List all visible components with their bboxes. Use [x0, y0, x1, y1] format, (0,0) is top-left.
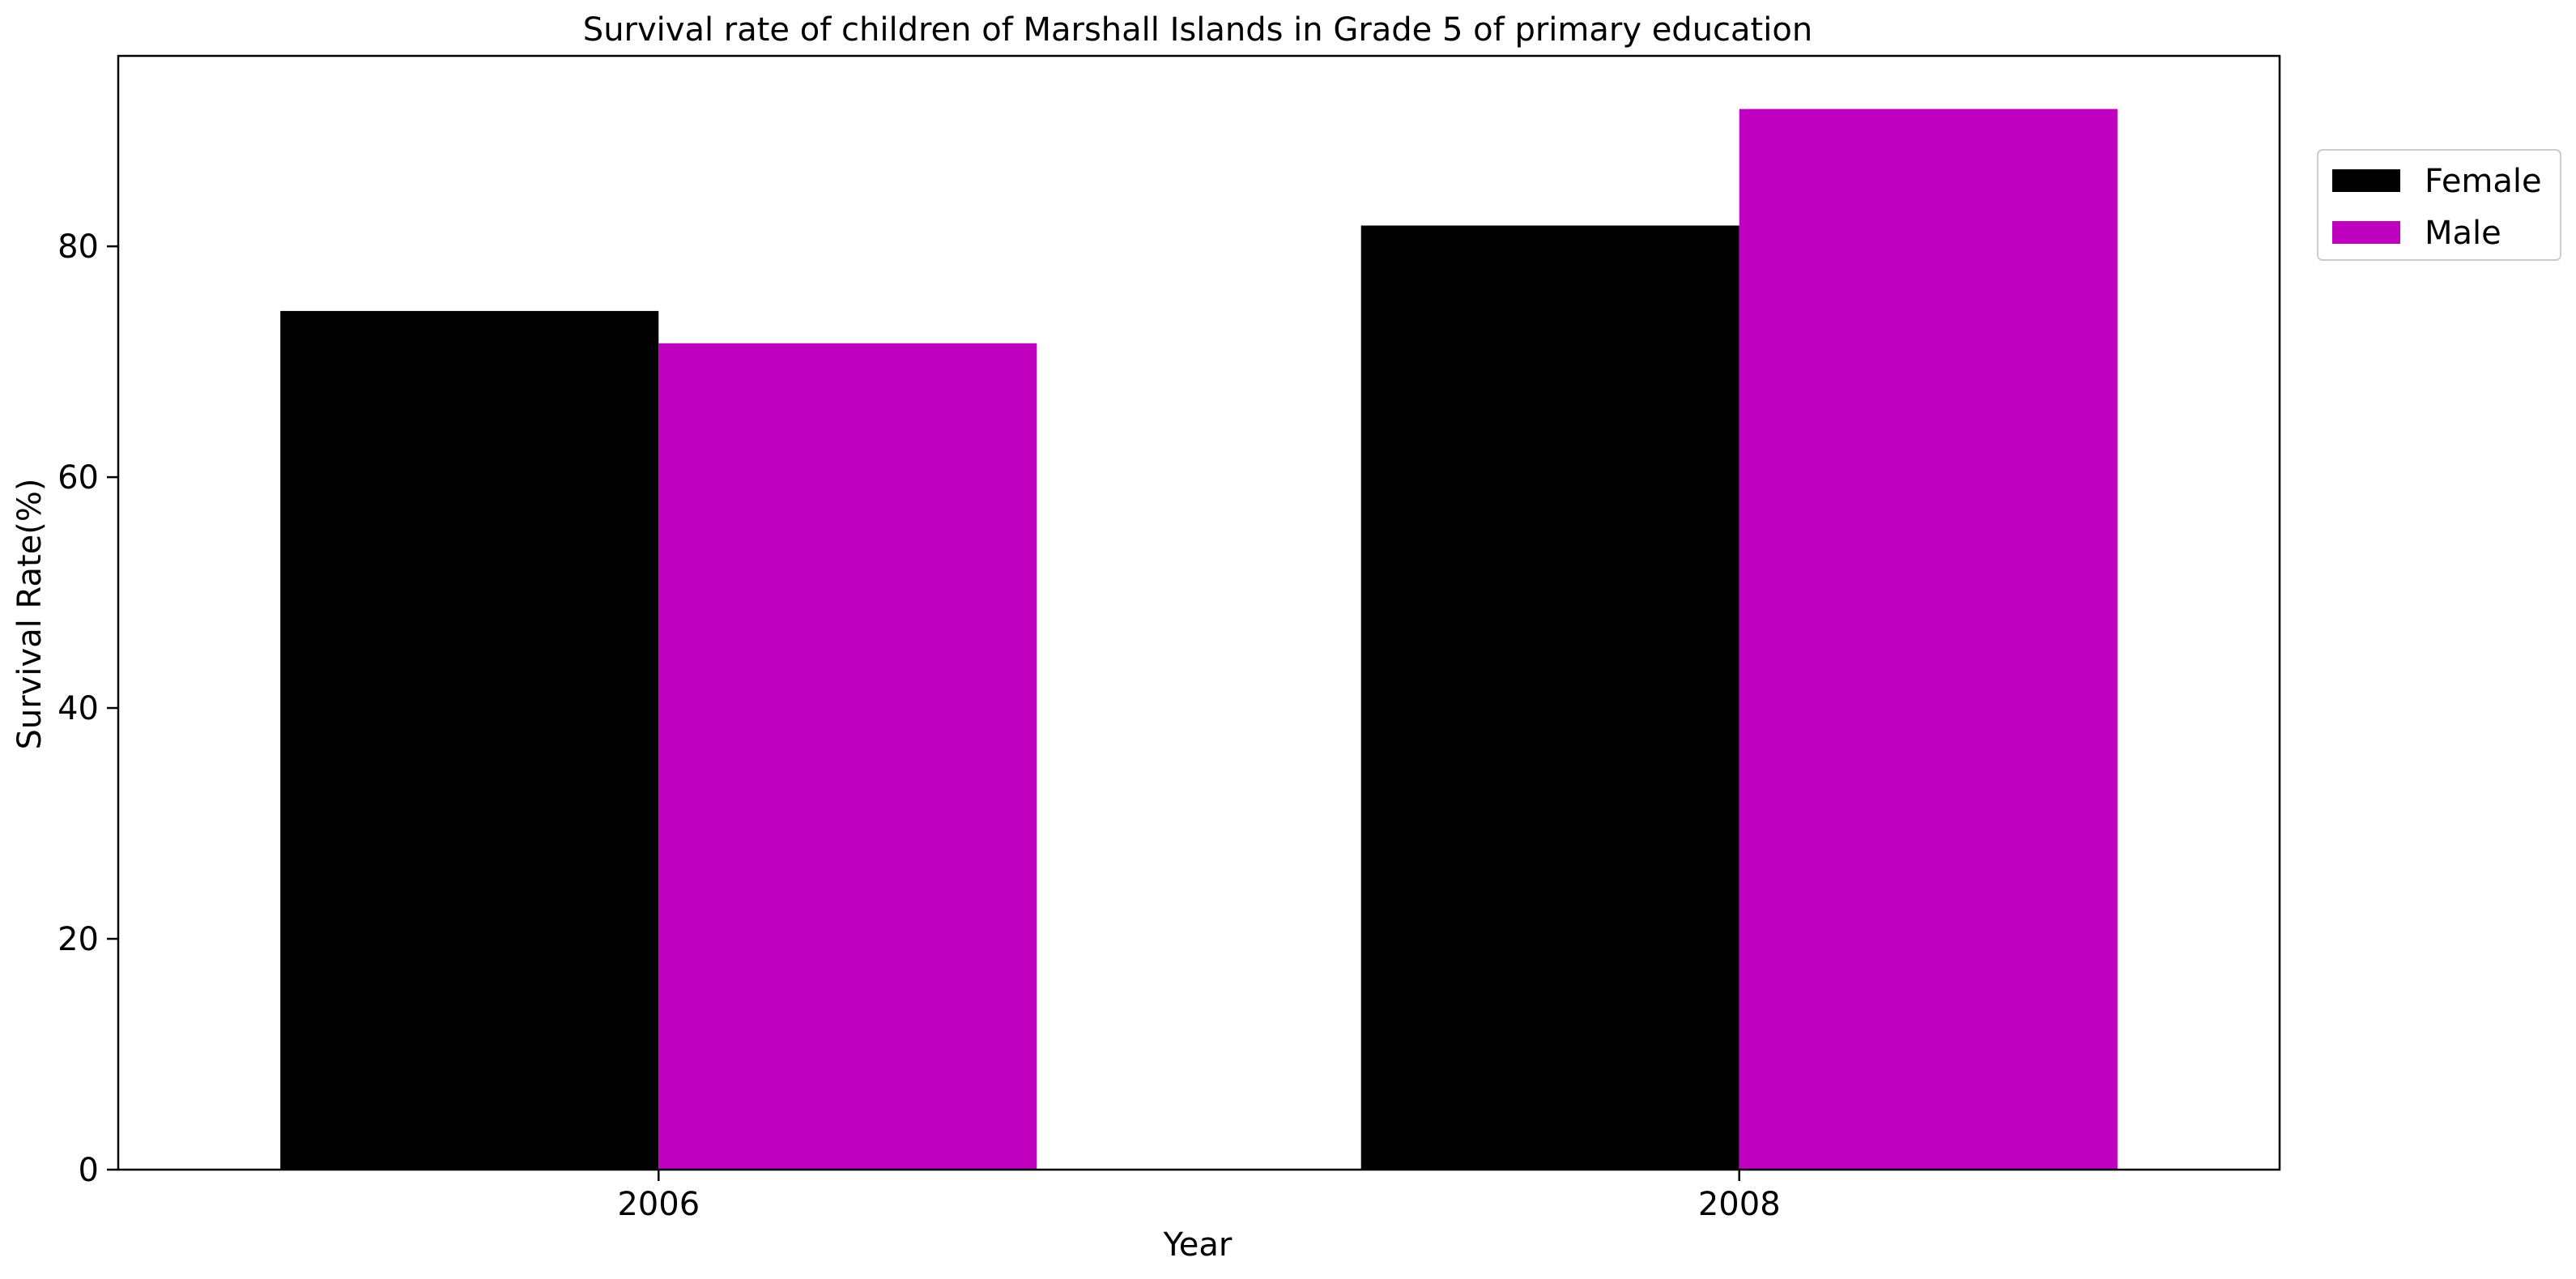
- bar-male-2006: [658, 343, 1037, 1170]
- y-tick-label: 0: [79, 1152, 99, 1189]
- x-tick-label: 2006: [617, 1186, 700, 1223]
- y-axis-title: Survival Rate(%): [11, 479, 49, 750]
- y-tick-label: 60: [57, 459, 99, 497]
- bar-male-2008: [1739, 109, 2118, 1170]
- legend: Female Male: [2317, 149, 2561, 261]
- bars-layer: [280, 109, 2118, 1170]
- legend-swatch-female: [2332, 169, 2400, 192]
- y-axis-ticks: 0 20 40 60 80: [57, 228, 118, 1189]
- x-axis-ticks: 2006 2008: [617, 1170, 1781, 1223]
- legend-label-female: Female: [2425, 163, 2542, 200]
- plot-frame: [117, 54, 2281, 1171]
- y-tick-label: 20: [57, 921, 99, 958]
- legend-swatch-male: [2332, 221, 2400, 244]
- y-tick-label: 40: [57, 690, 99, 727]
- legend-label-male: Male: [2425, 215, 2501, 252]
- y-tick-label: 80: [57, 228, 99, 266]
- chart-title: Survival rate of children of Marshall Is…: [583, 11, 1812, 49]
- x-tick-label: 2008: [1698, 1186, 1781, 1223]
- bar-female-2006: [280, 310, 659, 1170]
- bar-female-2008: [1360, 225, 1739, 1170]
- x-axis-title: Year: [1163, 1226, 1233, 1264]
